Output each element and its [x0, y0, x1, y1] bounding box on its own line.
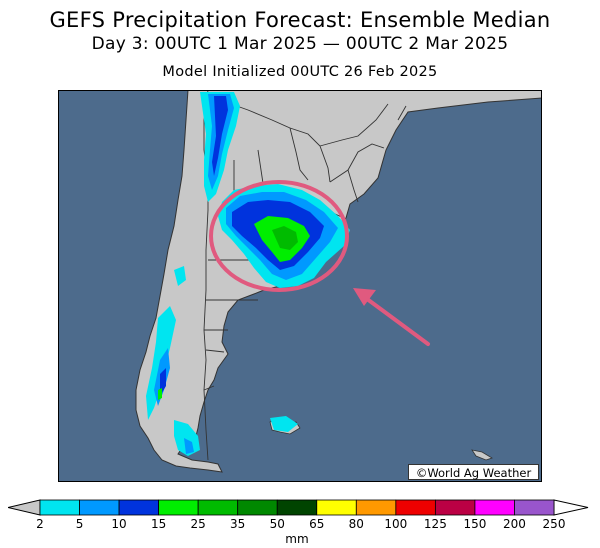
precip-central [218, 184, 350, 288]
colorbar-tick-label: 80 [349, 517, 364, 531]
colorbar-tick-label: 200 [503, 517, 526, 531]
colorbar-tick-label: 65 [309, 517, 324, 531]
colorbar-tick-label: 100 [384, 517, 407, 531]
credit-label: ©World Ag Weather [408, 464, 539, 480]
precipitation-map [58, 90, 542, 482]
colorbar-swatch [514, 499, 555, 516]
colorbar-swatch [237, 499, 278, 516]
colorbar-tick-label: 250 [543, 517, 566, 531]
colorbar-tick-label: 35 [230, 517, 245, 531]
precip-andes-north [200, 92, 240, 202]
colorbar-tick-label: 25 [191, 517, 206, 531]
colorbar-under-triangle [8, 499, 41, 516]
colorbar-swatch [276, 499, 318, 516]
colorbar-swatch [118, 499, 160, 516]
colorbar-swatch [434, 499, 476, 516]
colorbar-tick-label: 15 [151, 517, 166, 531]
land-south-georgia [471, 449, 493, 461]
colorbar-swatch [39, 499, 80, 516]
precip-south [146, 266, 298, 456]
highlight-arrow [353, 288, 430, 346]
colorbar-tick-label: 125 [424, 517, 447, 531]
colorbar-swatch [197, 499, 239, 516]
colorbar-swatch [474, 499, 515, 516]
colorbar-swatch [316, 499, 357, 516]
colorbar-tick-label: 2 [36, 517, 44, 531]
model-init: Model Initialized 00UTC 26 Feb 2025 [162, 64, 438, 80]
colorbar-unit: mm [285, 532, 308, 546]
forecast-period: Day 3: 00UTC 1 Mar 2025 — 00UTC 2 Mar 20… [91, 34, 509, 54]
colorbar-tick-label: 5 [76, 517, 84, 531]
colorbar-tick-label: 10 [111, 517, 126, 531]
colorbar-over-triangle [553, 499, 589, 516]
colorbar-tick-label: 50 [270, 517, 285, 531]
colorbar-swatch [79, 499, 120, 516]
colorbar-swatch [395, 499, 436, 516]
colorbar-tick-label: 150 [463, 517, 486, 531]
colorbar-swatch [158, 499, 199, 516]
land-mainland [135, 90, 542, 473]
highlight-ellipse [209, 180, 349, 292]
map-title: GEFS Precipitation Forecast: Ensemble Me… [49, 8, 551, 32]
colorbar-swatch [355, 499, 397, 516]
